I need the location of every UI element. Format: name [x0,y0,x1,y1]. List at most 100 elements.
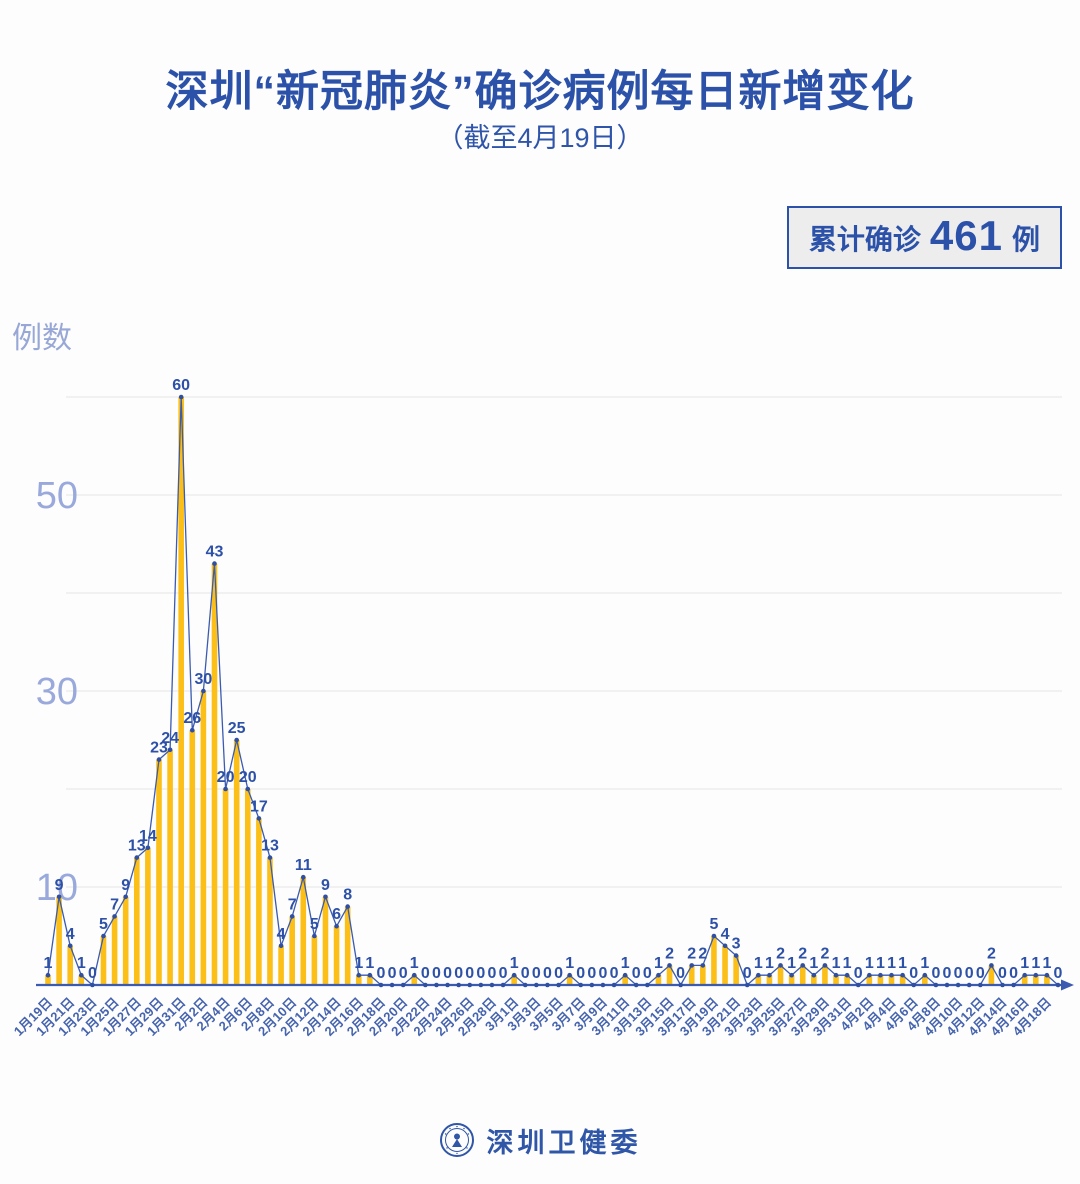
svg-text:1: 1 [565,955,574,972]
svg-text:2: 2 [687,945,696,962]
svg-text:1: 1 [887,955,896,972]
svg-text:0: 0 [598,965,607,982]
svg-text:0: 0 [643,965,652,982]
svg-text:0: 0 [443,965,452,982]
cumulative-total-badge: 累计确诊 461 例 [786,206,1062,269]
svg-text:1: 1 [621,955,630,972]
svg-text:1: 1 [44,955,53,972]
svg-text:0: 0 [476,965,485,982]
svg-text:0: 0 [521,965,530,982]
footer: 深圳卫健委 [0,1110,1080,1170]
svg-text:50: 50 [36,475,78,517]
badge-suffix: 例 [1011,223,1040,255]
svg-text:60: 60 [172,377,190,394]
svg-text:0: 0 [388,965,397,982]
svg-text:0: 0 [1054,965,1063,982]
svg-text:0: 0 [377,965,386,982]
chart-area: 10 30 50 1 9 4 1 0 5 7 9 13 14 23 24 60 26 30 43 20 25 20 17 13… [0,300,1080,1070]
svg-text:1: 1 [1031,955,1040,972]
svg-text:5: 5 [99,916,108,933]
svg-text:23: 23 [150,740,168,757]
svg-text:0: 0 [432,965,441,982]
svg-text:4: 4 [66,926,75,943]
svg-text:1: 1 [865,955,874,972]
svg-text:1: 1 [765,955,774,972]
svg-text:0: 0 [931,965,940,982]
svg-text:1: 1 [843,955,852,972]
svg-text:20: 20 [239,769,257,786]
svg-text:0: 0 [998,965,1007,982]
svg-text:1: 1 [876,955,885,972]
svg-text:0: 0 [965,965,974,982]
svg-text:0: 0 [943,965,952,982]
svg-text:9: 9 [55,877,64,894]
svg-text:13: 13 [261,838,279,855]
svg-text:7: 7 [288,896,297,913]
svg-text:1: 1 [1020,955,1029,972]
svg-text:30: 30 [194,671,212,688]
svg-text:7: 7 [110,896,119,913]
svg-text:20: 20 [217,769,235,786]
svg-text:26: 26 [183,710,201,727]
svg-text:4: 4 [721,926,730,943]
svg-text:0: 0 [543,965,552,982]
svg-text:2: 2 [798,945,807,962]
svg-text:1: 1 [809,955,818,972]
svg-text:1: 1 [654,955,663,972]
footer-org-name: 深圳卫健委 [486,1127,642,1158]
svg-text:0: 0 [576,965,585,982]
page-title: 深圳“新冠肺炎”确诊病例每日新增变化 [165,68,915,116]
svg-text:5: 5 [310,916,319,933]
svg-text:0: 0 [532,965,541,982]
svg-text:0: 0 [587,965,596,982]
svg-text:9: 9 [121,877,130,894]
svg-text:0: 0 [676,965,685,982]
svg-text:0: 0 [909,965,918,982]
svg-text:25: 25 [228,720,246,737]
svg-text:14: 14 [139,828,157,845]
svg-text:5: 5 [709,916,718,933]
svg-text:0: 0 [1009,965,1018,982]
svg-text:1: 1 [365,955,374,972]
svg-text:1: 1 [1042,955,1051,972]
page-subtitle: （截至4月19日） [436,123,644,153]
svg-text:6: 6 [332,906,341,923]
svg-text:1: 1 [410,955,419,972]
svg-text:0: 0 [854,965,863,982]
svg-text:2: 2 [987,945,996,962]
svg-text:2: 2 [665,945,674,962]
svg-text:0: 0 [610,965,619,982]
svg-text:0: 0 [421,965,430,982]
svg-text:0: 0 [465,965,474,982]
svg-text:0: 0 [499,965,508,982]
y-axis-unit-label: 例数 [12,322,72,355]
svg-text:3: 3 [732,936,741,953]
svg-text:43: 43 [206,544,224,561]
svg-text:2: 2 [698,945,707,962]
svg-text:1: 1 [510,955,519,972]
svg-text:0: 0 [554,965,563,982]
svg-text:30: 30 [36,671,78,713]
svg-text:9: 9 [321,877,330,894]
svg-text:0: 0 [743,965,752,982]
svg-text:1: 1 [354,955,363,972]
svg-text:0: 0 [954,965,963,982]
svg-text:2: 2 [776,945,785,962]
svg-text:1: 1 [898,955,907,972]
chart-canvas: 1030501941057913142324602630432025201713… [11,377,1074,1039]
svg-text:1: 1 [754,955,763,972]
svg-text:13: 13 [128,838,146,855]
svg-text:1: 1 [77,955,86,972]
svg-text:1: 1 [920,955,929,972]
badge-value: 461 [929,211,1003,259]
svg-text:0: 0 [454,965,463,982]
svg-text:0: 0 [488,965,497,982]
svg-text:0: 0 [632,965,641,982]
svg-text:0: 0 [976,965,985,982]
shenzhen-health-logo-icon [439,1123,474,1157]
svg-text:4: 4 [277,926,286,943]
svg-text:11: 11 [295,857,312,874]
svg-text:24: 24 [161,730,179,747]
svg-text:1: 1 [832,955,841,972]
